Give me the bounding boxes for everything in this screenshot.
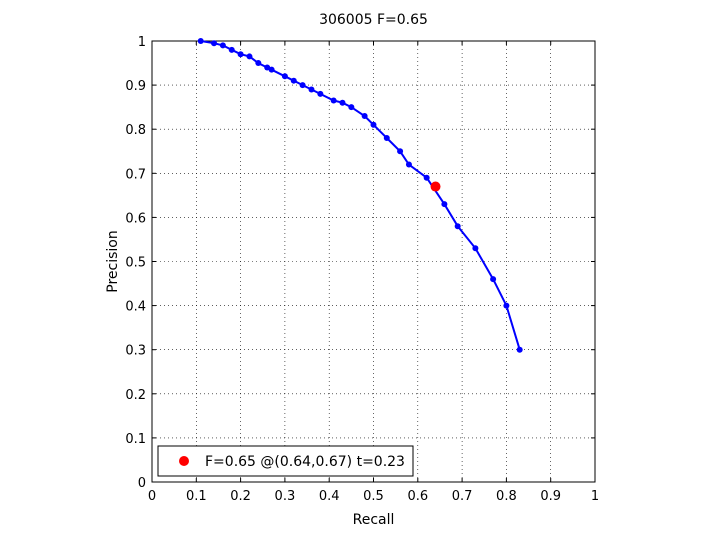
best-f-point: [430, 181, 441, 192]
data-point: [268, 66, 275, 73]
data-point: [308, 86, 315, 93]
y-tick-label: 0.4: [125, 300, 146, 315]
x-tick-label: 0.4: [319, 489, 340, 504]
legend: F=0.65 @(0.64,0.67) t=0.23: [157, 445, 414, 477]
x-tick-label: 0.6: [407, 489, 428, 504]
data-point: [348, 104, 355, 111]
data-point: [370, 121, 377, 128]
data-point: [219, 42, 226, 49]
data-point: [299, 82, 306, 89]
data-point: [246, 53, 253, 60]
chart-title: 306005 F=0.65: [319, 12, 428, 28]
y-tick-label: 0.3: [125, 344, 146, 359]
data-point: [281, 73, 288, 80]
data-point: [339, 99, 346, 106]
y-tick-label: 0.2: [125, 388, 146, 403]
y-tick-label: 0.6: [125, 211, 146, 226]
y-axis-label: Precision: [105, 230, 121, 292]
data-point: [317, 90, 324, 97]
legend-entry: F=0.65 @(0.64,0.67) t=0.23: [205, 454, 405, 470]
x-tick-label: 0.1: [186, 489, 207, 504]
axis-ticks: 0 0.1 0.2 0.3 0.4 0.5 0.6 0.7 0.8 0.9 1 0 0.1 0.2 0.3 0…: [125, 35, 599, 504]
data-point: [454, 223, 461, 230]
data-point: [361, 112, 368, 119]
data-point: [197, 38, 204, 44]
data-point: [490, 276, 497, 283]
data-point: [383, 135, 390, 142]
data-point: [405, 161, 412, 168]
x-tick-label: 0.8: [496, 489, 517, 504]
data-point: [516, 346, 523, 353]
y-tick-label: 1: [138, 35, 146, 50]
data-point: [228, 46, 235, 53]
x-axis-label: Recall: [353, 512, 395, 528]
series: [197, 38, 523, 353]
data-point: [503, 302, 510, 309]
y-tick-label: 0.8: [125, 123, 146, 138]
data-point: [330, 97, 337, 104]
y-tick-label: 0.5: [125, 256, 146, 271]
data-point: [237, 51, 244, 58]
x-tick-label: 0.5: [363, 489, 384, 504]
series-line: [200, 40, 521, 350]
x-tick-label: 0.9: [540, 489, 561, 504]
x-tick-label: 0.7: [452, 489, 473, 504]
data-point: [255, 60, 262, 67]
y-tick-label: 0.1: [125, 432, 146, 447]
x-tick-label: 0.2: [230, 489, 251, 504]
grid: [152, 41, 595, 482]
y-tick-label: 0.7: [125, 167, 146, 182]
legend-box: [157, 445, 414, 477]
data-point: [472, 245, 479, 252]
y-tick-label: 0.9: [125, 79, 146, 94]
data-point: [290, 77, 297, 84]
y-tick-label: 0: [138, 476, 146, 491]
data-point: [441, 201, 448, 208]
data-point: [264, 64, 271, 71]
x-tick-label: 0.3: [275, 489, 296, 504]
data-point: [423, 174, 430, 181]
legend-marker: [179, 456, 189, 466]
x-tick-label: 1: [591, 489, 599, 504]
data-point: [211, 40, 218, 47]
data-point: [397, 148, 404, 155]
x-tick-label: 0: [148, 489, 156, 504]
